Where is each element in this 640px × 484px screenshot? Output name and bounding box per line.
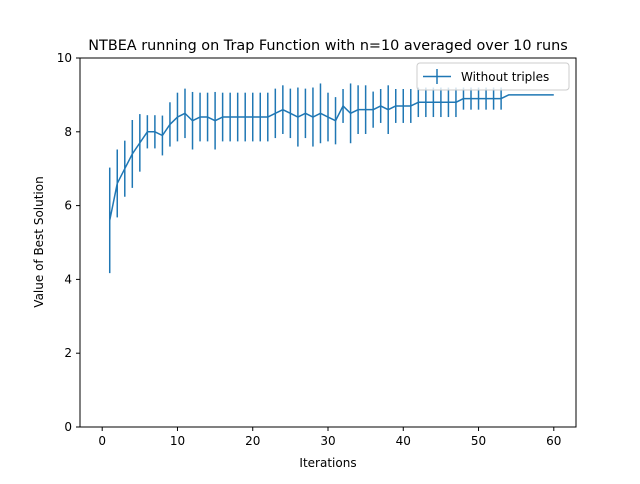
x-axis-label: Iterations: [299, 456, 356, 470]
y-tick-label: 2: [64, 346, 72, 360]
chart-title: NTBEA running on Trap Function with n=10…: [88, 38, 567, 54]
x-tick-label: 10: [170, 434, 185, 448]
series-line: [108, 94, 554, 221]
y-tick-label: 4: [64, 272, 72, 286]
legend: Without triples: [416, 62, 570, 91]
x-tick-label: 60: [546, 434, 561, 448]
legend-label: Without triples: [461, 70, 549, 84]
plot-area: [108, 83, 554, 274]
x-tick-label: 40: [396, 434, 411, 448]
y-tick-label: 10: [57, 51, 72, 65]
x-tick-label: 50: [471, 434, 486, 448]
y-axis-label: Value of Best Solution: [32, 176, 46, 307]
x-tick-label: 20: [245, 434, 260, 448]
axes: 0 10 20 30 40 50 60 0 2 4 6 8 10: [57, 51, 577, 448]
y-tick-label: 0: [64, 420, 72, 434]
x-tick-label: 30: [320, 434, 335, 448]
legend-box: [416, 62, 570, 91]
x-tick-label: 0: [98, 434, 106, 448]
y-tick-label: 8: [64, 125, 72, 139]
y-tick-label: 6: [64, 199, 72, 213]
